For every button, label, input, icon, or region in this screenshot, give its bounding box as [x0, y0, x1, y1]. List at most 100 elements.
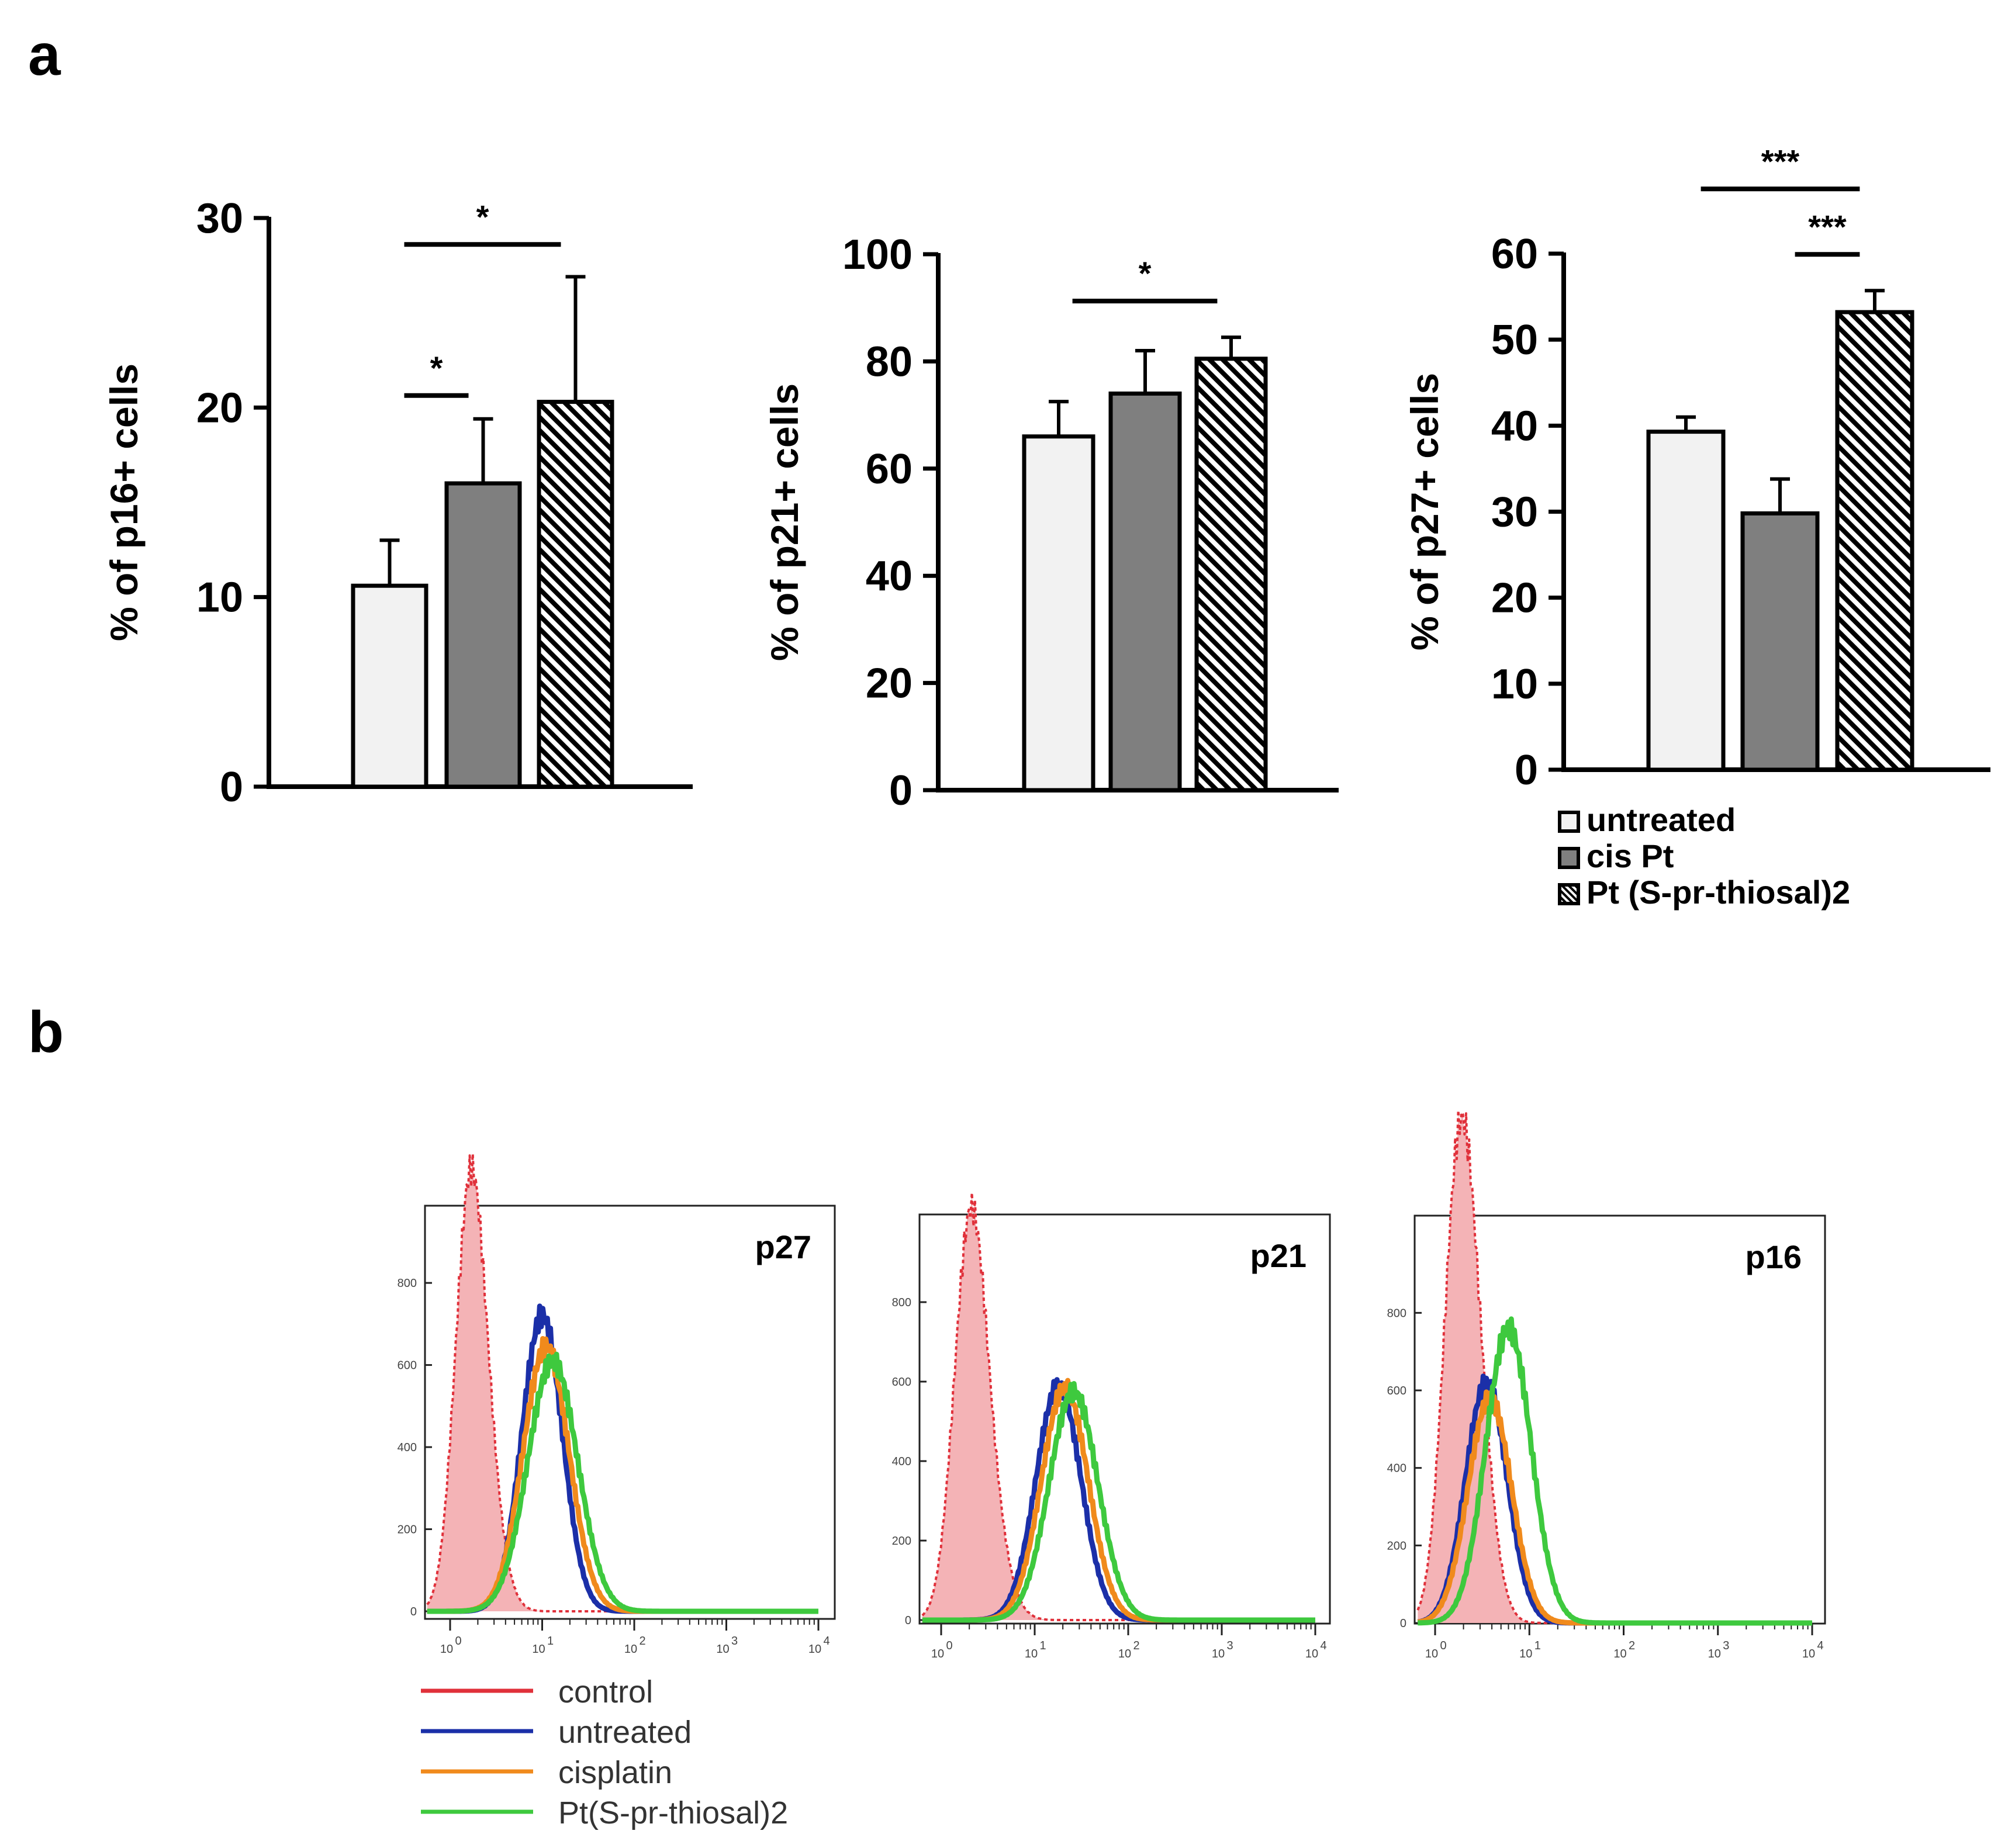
y-tick-label: 200: [1387, 1539, 1406, 1552]
x-tick-label: 10: [716, 1643, 729, 1656]
series-area-control: [922, 1193, 1315, 1620]
x-tick-exponent: 3: [1226, 1639, 1233, 1652]
x-tick-label: 10: [1708, 1648, 1721, 1660]
y-tick-label: 30: [1491, 489, 1538, 536]
histogram-title: p16: [1746, 1238, 1802, 1275]
x-tick-label: 10: [1425, 1648, 1438, 1660]
legend-label-control: control: [558, 1674, 653, 1709]
y-tick-label: 0: [410, 1605, 417, 1618]
x-tick-exponent: 0: [455, 1635, 461, 1648]
x-tick-exponent: 3: [731, 1635, 738, 1648]
y-axis-label: % of p21+ cells: [763, 383, 806, 661]
significance-label: *: [1139, 255, 1152, 292]
bar-cis-pt: [1108, 391, 1182, 793]
y-tick-label: 400: [398, 1441, 417, 1454]
y-tick-label: 0: [1400, 1617, 1406, 1630]
bar-untreated: [1646, 430, 1726, 772]
y-tick-label: 80: [866, 338, 913, 385]
series-area-control: [1418, 1110, 1812, 1623]
x-tick-exponent: 0: [1440, 1639, 1446, 1652]
y-tick-label: 50: [1491, 317, 1538, 364]
y-axis-label: % of p27+ cells: [1403, 373, 1446, 650]
x-tick-label: 10: [532, 1643, 545, 1656]
bar-pt-s-pr-thiosal-2: [1194, 357, 1268, 793]
x-tick-label: 10: [808, 1643, 821, 1656]
legend-label-pt-s-pr-thiosal-2: Pt(S-pr-thiosal)2: [558, 1795, 788, 1830]
x-tick-label: 10: [1519, 1648, 1532, 1660]
y-tick-label: 10: [196, 575, 243, 621]
x-tick-exponent: 0: [946, 1639, 952, 1652]
y-tick-label: 600: [1387, 1385, 1406, 1397]
y-tick-label: 0: [905, 1614, 911, 1627]
x-tick-exponent: 3: [1723, 1639, 1729, 1652]
x-tick-exponent: 2: [639, 1635, 645, 1648]
y-tick-label: 800: [398, 1277, 417, 1290]
legend-swatch-pt-s-pr-thiosal-2: [1558, 883, 1580, 905]
x-tick-label: 10: [1025, 1648, 1038, 1660]
y-tick-label: 800: [892, 1296, 911, 1309]
x-tick-label: 10: [1613, 1648, 1626, 1660]
panel-label-a: a: [28, 22, 61, 88]
bar-cis-pt: [1740, 511, 1820, 772]
x-tick-exponent: 2: [1629, 1639, 1635, 1652]
significance-label: *: [430, 349, 443, 386]
y-tick-label: 10: [1491, 661, 1538, 708]
x-tick-label: 10: [1118, 1648, 1131, 1660]
legend-label-cis-pt: cis Pt: [1587, 838, 1674, 874]
y-tick-label: 0: [1515, 747, 1538, 794]
x-tick-exponent: 1: [547, 1635, 554, 1648]
series-line-pt-s-pr-thiosal-2: [426, 1351, 820, 1614]
y-tick-label: 600: [892, 1376, 911, 1389]
y-tick-label: 400: [1387, 1462, 1406, 1475]
legend-swatch-cis-pt: [1558, 847, 1580, 869]
y-tick-label: 40: [866, 553, 913, 600]
x-tick-label: 10: [931, 1648, 944, 1660]
x-tick-exponent: 2: [1133, 1639, 1139, 1652]
x-tick-exponent: 1: [1039, 1639, 1046, 1652]
histogram-legend: control untreated cisplatin Pt(S-pr-thiosal…: [421, 1674, 788, 1830]
y-tick-label: 600: [398, 1359, 417, 1372]
x-tick-exponent: 4: [1320, 1639, 1326, 1652]
series-area-control: [427, 1154, 818, 1611]
legend-label-cisplatin: cisplatin: [558, 1755, 672, 1790]
histogram-title: p27: [755, 1228, 812, 1265]
y-tick-label: 20: [866, 660, 913, 707]
significance-label: ***: [1761, 143, 1800, 179]
y-tick-label: 60: [866, 446, 913, 493]
legend-label-pt-s-pr-thiosal-2: Pt (S-pr-thiosal)2: [1587, 874, 1850, 911]
series-line-pt-s-pr-thiosal-2: [1416, 1316, 1813, 1626]
bar-chart-p27: 0 10 20 30 40 50 60 % of p27+ cells ******: [1403, 143, 1990, 794]
x-tick-label: 10: [1212, 1648, 1225, 1660]
significance-label: *: [476, 198, 489, 235]
x-tick-exponent: 4: [1817, 1639, 1823, 1652]
bar-pt-s-pr-thiosal-2: [537, 400, 614, 789]
bar-untreated: [351, 583, 428, 789]
bar-cis-pt: [444, 481, 522, 789]
legend-swatch-untreated: [1558, 811, 1580, 833]
y-tick-label: 100: [842, 231, 913, 278]
legend-label-untreated: untreated: [558, 1715, 692, 1750]
x-tick-label: 10: [624, 1643, 637, 1656]
bar-chart-p16: 0 10 20 30 % of p16+ cells * *: [102, 195, 693, 811]
y-tick-label: 400: [892, 1455, 911, 1468]
y-tick-label: 20: [1491, 575, 1538, 622]
y-axis-label: % of p16+ cells: [102, 364, 146, 641]
bar-untreated: [1022, 434, 1095, 793]
y-tick-label: 30: [196, 195, 243, 242]
y-tick-label: 20: [196, 385, 243, 431]
x-tick-label: 10: [1305, 1648, 1318, 1660]
x-tick-exponent: 4: [823, 1635, 829, 1648]
bar-chart-p21: 0 20 40 60 80 100 % of p21+ cells *: [763, 231, 1339, 814]
y-tick-label: 60: [1491, 231, 1538, 278]
y-tick-label: 200: [398, 1524, 417, 1536]
panel-label-b: b: [28, 999, 64, 1065]
significance-label: ***: [1808, 208, 1847, 245]
y-tick-label: 0: [889, 767, 913, 814]
x-tick-label: 10: [1802, 1648, 1815, 1660]
y-tick-label: 800: [1387, 1307, 1406, 1320]
